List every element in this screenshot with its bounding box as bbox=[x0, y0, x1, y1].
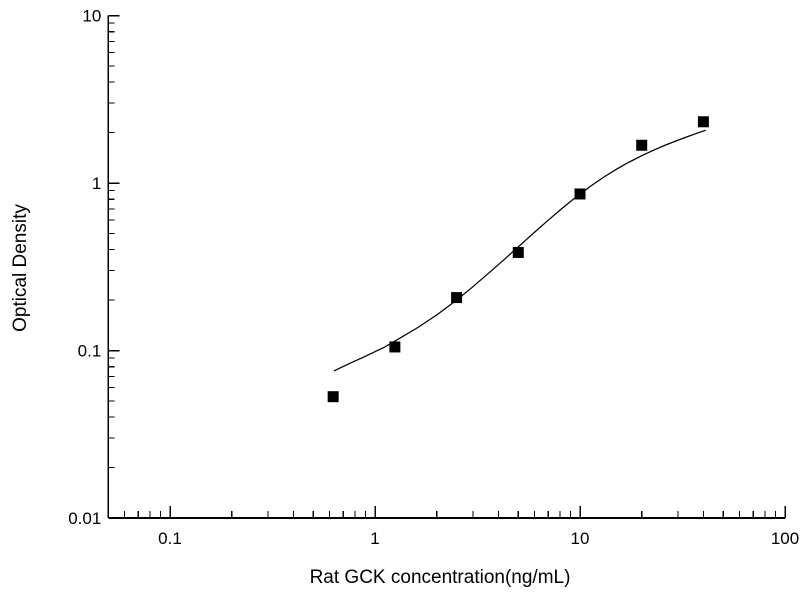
data-point-marker bbox=[389, 341, 401, 353]
x-axis-minor-ticks bbox=[107, 511, 777, 518]
y-axis-title: Optical Density bbox=[10, 204, 31, 332]
y-tick-label: 10 bbox=[82, 7, 101, 26]
x-axis-title: Rat GCK concentration(ng/mL) bbox=[310, 567, 571, 588]
y-tick-label: 1 bbox=[92, 174, 101, 193]
y-axis-tick-labels: 0.01 0.1 1 10 bbox=[68, 7, 101, 529]
data-point-marker bbox=[327, 391, 339, 403]
data-point-marker bbox=[512, 246, 524, 258]
x-axis-tick-labels: 0.1 1 10 100 bbox=[158, 529, 799, 548]
x-tick-label: 100 bbox=[771, 529, 799, 548]
x-axis-major-ticks bbox=[169, 506, 786, 518]
y-tick-label: 0.1 bbox=[78, 342, 102, 361]
x-tick-label: 10 bbox=[571, 529, 590, 548]
data-point-marker bbox=[636, 139, 648, 151]
x-tick-label: 1 bbox=[370, 529, 379, 548]
y-axis-minor-ticks bbox=[108, 22, 115, 469]
axis-lines bbox=[107, 15, 785, 519]
data-point-marker bbox=[574, 188, 586, 200]
fit-curve bbox=[333, 129, 706, 372]
data-point-markers bbox=[327, 116, 709, 403]
y-axis-major-ticks bbox=[108, 14, 120, 519]
data-point-marker bbox=[697, 116, 709, 128]
data-point-marker bbox=[451, 292, 463, 304]
y-tick-label: 0.01 bbox=[68, 509, 101, 528]
x-tick-label: 0.1 bbox=[158, 529, 182, 548]
